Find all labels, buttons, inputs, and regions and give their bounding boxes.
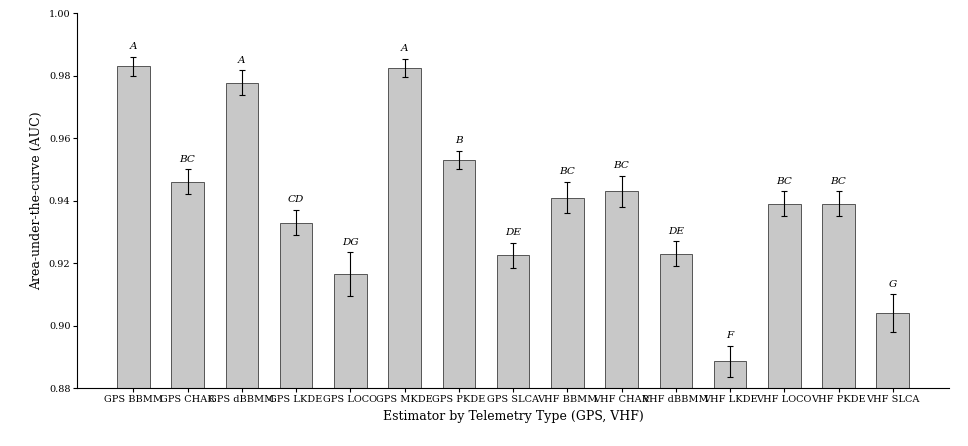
Text: DG: DG: [342, 238, 358, 247]
Bar: [171, 182, 204, 446]
Bar: [117, 66, 150, 446]
Bar: [497, 255, 529, 446]
X-axis label: Estimator by Telemetry Type (GPS, VHF): Estimator by Telemetry Type (GPS, VHF): [382, 409, 644, 422]
Bar: [388, 68, 421, 446]
Text: DE: DE: [505, 228, 521, 237]
Text: BC: BC: [180, 155, 196, 164]
Text: BC: BC: [831, 177, 846, 186]
Text: B: B: [455, 136, 463, 145]
Bar: [280, 223, 313, 446]
Text: A: A: [130, 42, 137, 51]
Text: CD: CD: [287, 195, 304, 204]
Bar: [876, 313, 909, 446]
Text: DE: DE: [668, 227, 683, 235]
Bar: [334, 274, 367, 446]
Text: F: F: [726, 331, 734, 340]
Bar: [659, 254, 692, 446]
Y-axis label: Area-under-the-curve (AUC): Area-under-the-curve (AUC): [30, 112, 44, 290]
Bar: [226, 83, 258, 446]
Text: BC: BC: [560, 167, 575, 176]
Bar: [822, 204, 855, 446]
Text: BC: BC: [614, 161, 629, 170]
Bar: [551, 198, 584, 446]
Text: BC: BC: [776, 177, 792, 186]
Bar: [768, 204, 801, 446]
Text: G: G: [889, 280, 897, 289]
Bar: [605, 191, 638, 446]
Bar: [713, 362, 746, 446]
Bar: [442, 160, 475, 446]
Text: A: A: [238, 56, 246, 65]
Text: A: A: [401, 44, 408, 53]
